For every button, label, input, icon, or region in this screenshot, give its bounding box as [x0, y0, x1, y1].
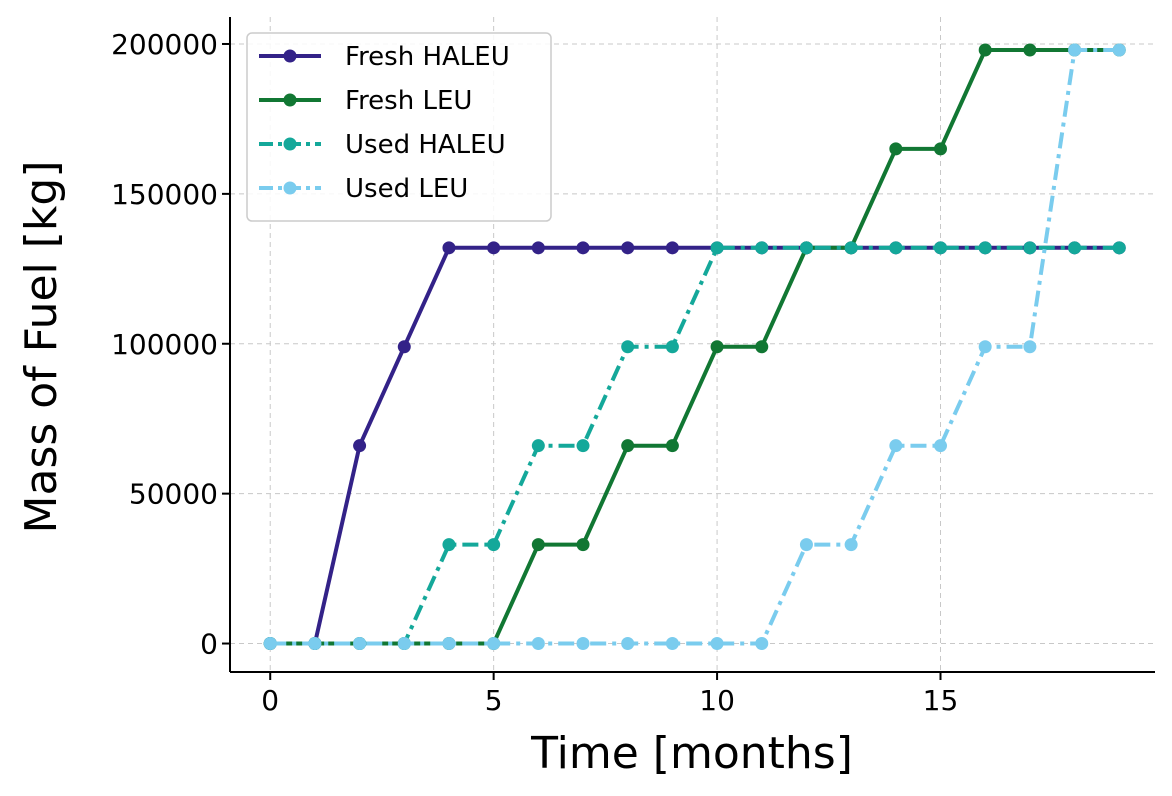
data-point [397, 637, 411, 651]
y-tick-label: 0 [200, 628, 218, 661]
axes [222, 17, 1155, 680]
data-point [308, 637, 322, 651]
data-point [531, 538, 545, 552]
data-point [978, 340, 992, 354]
data-point [442, 241, 456, 255]
legend-marker [283, 137, 297, 151]
data-point [755, 637, 769, 651]
legend-item: Used HALEU [259, 130, 506, 160]
data-point [889, 142, 903, 156]
y-tick-label: 50000 [129, 478, 218, 511]
series-layer [263, 43, 1126, 651]
y-tick-label: 100000 [111, 328, 218, 361]
data-point [576, 439, 590, 453]
data-point [487, 538, 501, 552]
data-point [353, 637, 367, 651]
data-point [1023, 43, 1037, 57]
data-point [531, 241, 545, 255]
data-point [353, 439, 367, 453]
data-point [621, 439, 635, 453]
data-point [710, 340, 724, 354]
tick-labels: 0 5 10 15 0 50000 100000 150000 200000 [111, 28, 958, 717]
x-tick-label: 10 [699, 684, 735, 717]
data-point [665, 637, 679, 651]
series-used-haleu [263, 241, 1126, 651]
data-point [889, 241, 903, 255]
legend-item: Used LEU [259, 174, 468, 204]
data-point [665, 340, 679, 354]
data-point [978, 241, 992, 255]
data-point [934, 439, 948, 453]
data-point [442, 538, 456, 552]
series-line [270, 48, 1120, 646]
series-line [270, 245, 1120, 646]
data-point [531, 439, 545, 453]
data-point [799, 241, 813, 255]
legend-marker [283, 93, 297, 107]
x-tick-label: 15 [923, 684, 959, 717]
legend: Fresh HALEU Fresh LEU Used HALEU Used LEU [246, 32, 552, 222]
data-point [844, 538, 858, 552]
data-point [1023, 340, 1037, 354]
legend-label: Fresh HALEU [345, 42, 510, 72]
data-point [621, 340, 635, 354]
data-point [1112, 241, 1126, 255]
series-line [270, 245, 1120, 646]
series-fresh-haleu [263, 241, 1126, 651]
legend-label: Used HALEU [345, 130, 506, 160]
legend-label: Fresh LEU [345, 86, 472, 116]
data-point [397, 340, 411, 354]
data-point [844, 241, 858, 255]
data-point [710, 241, 724, 255]
data-point [531, 637, 545, 651]
data-point [665, 439, 679, 453]
data-point [978, 43, 992, 57]
legend-marker [283, 49, 297, 63]
data-point [576, 538, 590, 552]
legend-marker [283, 181, 297, 195]
data-point [755, 241, 769, 255]
y-tick-label: 150000 [111, 178, 218, 211]
data-point [710, 637, 724, 651]
data-point [934, 142, 948, 156]
data-point [442, 637, 456, 651]
data-point [1068, 43, 1082, 57]
series-used-leu [263, 43, 1126, 651]
data-point [1023, 241, 1037, 255]
legend-label: Used LEU [345, 174, 468, 204]
x-tick-label: 5 [485, 684, 503, 717]
legend-box [246, 32, 552, 222]
data-point [889, 439, 903, 453]
x-axis-label: Time [months] [530, 728, 853, 779]
data-point [799, 538, 813, 552]
y-tick-label: 200000 [111, 28, 218, 61]
data-point [665, 241, 679, 255]
data-point [263, 637, 277, 651]
data-point [621, 241, 635, 255]
data-point [1068, 241, 1082, 255]
data-point [755, 340, 769, 354]
x-tick-label: 0 [261, 684, 279, 717]
data-point [1112, 43, 1126, 57]
data-point [934, 241, 948, 255]
data-point [576, 637, 590, 651]
data-point [576, 241, 590, 255]
data-point [487, 637, 501, 651]
y-axis-label: Mass of Fuel [kg] [16, 161, 67, 534]
data-point [487, 241, 501, 255]
legend-item: Fresh HALEU [259, 42, 510, 72]
legend-item: Fresh LEU [259, 86, 472, 116]
data-point [621, 637, 635, 651]
